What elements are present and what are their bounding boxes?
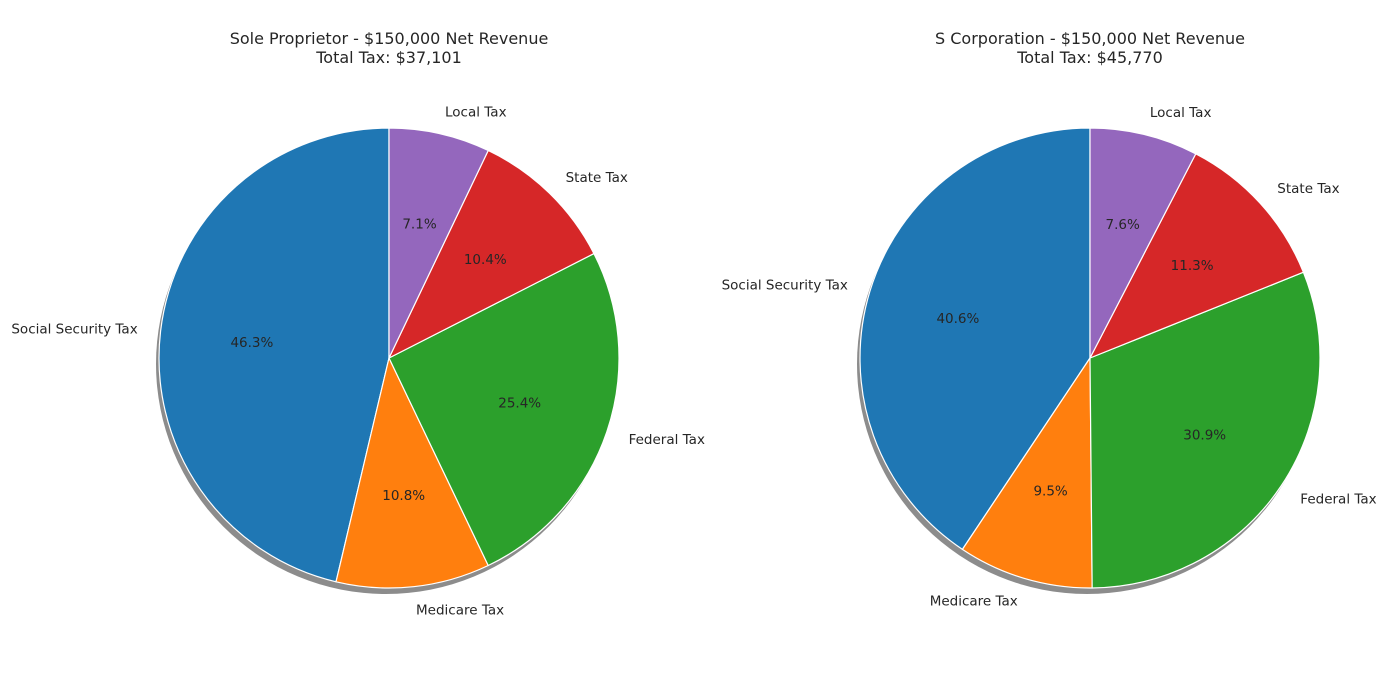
- pie-slice-state-tax: [1089, 153, 1305, 359]
- pct-label-state-tax: 10.4%: [464, 252, 507, 268]
- pct-label-social-security-tax: 46.3%: [230, 335, 273, 351]
- pct-label-local-tax: 7.6%: [1106, 217, 1140, 233]
- category-label-social-security-tax: Social Security Tax: [722, 278, 848, 294]
- pie-slice-social-security-tax: [158, 127, 390, 583]
- pie-slice-local-tax: [1089, 127, 1197, 359]
- category-label-medicare-tax: Medicare Tax: [416, 603, 504, 619]
- chart-title: S Corporation - $150,000 Net Revenue: [935, 29, 1245, 48]
- category-label-local-tax: Local Tax: [1150, 105, 1212, 121]
- chart-title: Sole Proprietor - $150,000 Net Revenue: [230, 29, 549, 48]
- pct-label-social-security-tax: 40.6%: [936, 311, 979, 327]
- pie-slice-federal-tax: [388, 252, 620, 567]
- pie-slice-federal-tax: [1089, 271, 1321, 589]
- chart-subtitle: Total Tax: $45,770: [1016, 48, 1163, 67]
- pct-label-local-tax: 7.1%: [402, 216, 436, 232]
- pie-chart-sole-proprietor: Sole Proprietor - $150,000 Net Revenue T…: [11, 29, 705, 619]
- pct-label-state-tax: 11.3%: [1171, 258, 1214, 274]
- pct-label-medicare-tax: 10.8%: [382, 488, 425, 504]
- pie-chart-s-corporation: S Corporation - $150,000 Net Revenue Tot…: [722, 29, 1377, 610]
- category-label-state-tax: State Tax: [566, 170, 628, 186]
- category-label-federal-tax: Federal Tax: [629, 432, 705, 448]
- category-label-state-tax: State Tax: [1277, 181, 1339, 197]
- category-label-social-security-tax: Social Security Tax: [11, 322, 137, 338]
- pct-label-medicare-tax: 9.5%: [1033, 483, 1067, 499]
- pct-label-federal-tax: 30.9%: [1183, 428, 1226, 444]
- category-label-medicare-tax: Medicare Tax: [930, 594, 1018, 610]
- chart-subtitle: Total Tax: $37,101: [315, 48, 462, 67]
- category-label-local-tax: Local Tax: [445, 104, 507, 120]
- category-label-federal-tax: Federal Tax: [1300, 492, 1376, 508]
- pie-slice-medicare-tax: [961, 357, 1093, 589]
- pie-slice-local-tax: [388, 127, 489, 359]
- pie-slice-state-tax: [388, 149, 595, 359]
- pie-slice-medicare-tax: [335, 357, 489, 589]
- pct-label-federal-tax: 25.4%: [498, 395, 541, 411]
